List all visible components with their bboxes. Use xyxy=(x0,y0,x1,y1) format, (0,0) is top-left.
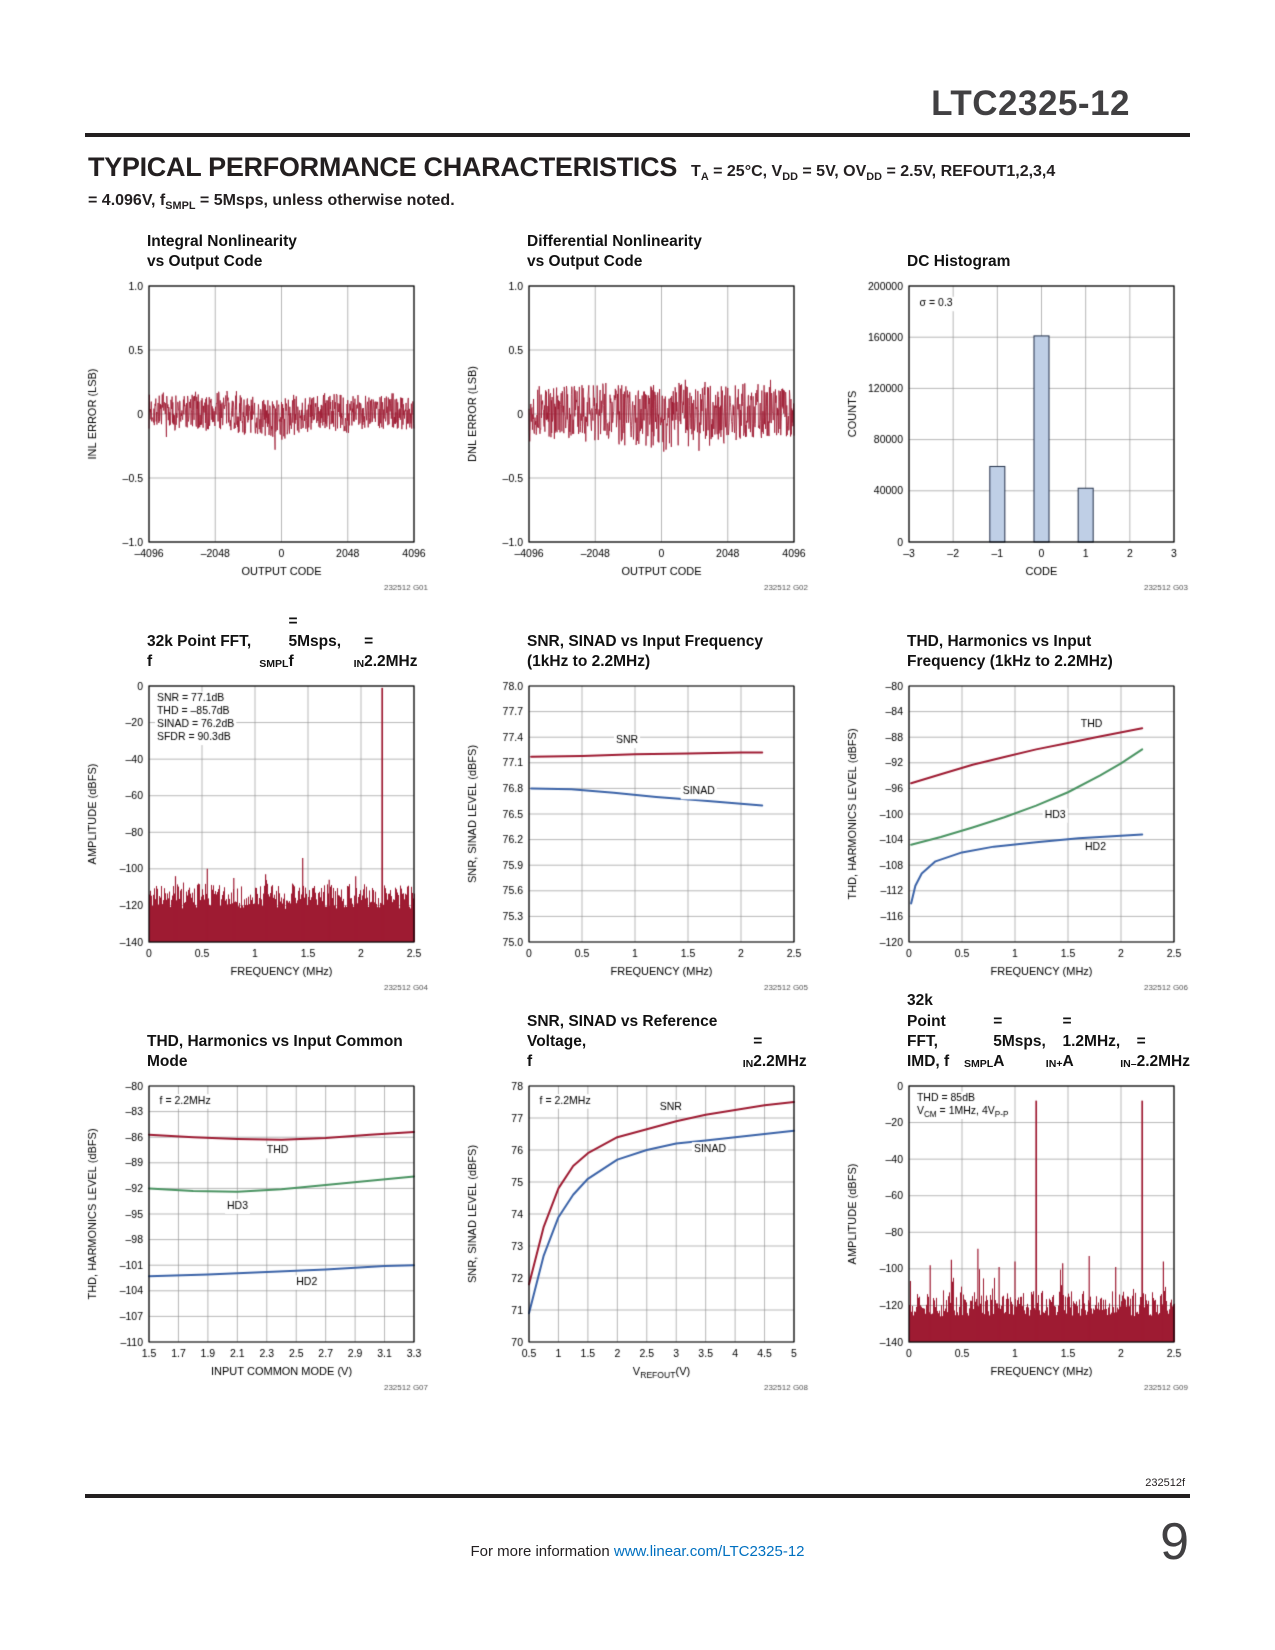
page-number: 9 xyxy=(1160,1513,1189,1571)
chart-canvas-inl xyxy=(85,276,430,604)
chart-canvas-dc-histogram xyxy=(845,276,1190,604)
conditions-line2: = 4.096V, fSMPL = 5Msps, unless otherwis… xyxy=(88,192,455,213)
chart-title-fft-2p2mhz: 32k Point FFT, f SMPL = 5Msps, f IN = 2.2MH… xyxy=(147,612,418,671)
chart-title-thd-harmonics-vs-freq: THD, Harmonics vs Input Frequency (1kHz t… xyxy=(907,632,1113,670)
chart-canvas-thd-harmonics-vs-common-mode xyxy=(85,1076,430,1404)
chart-title-inl: Integral Nonlinearity vs Output Code xyxy=(147,232,297,270)
footer-link[interactable]: www.linear.com/LTC2325-12 xyxy=(613,1543,805,1560)
chart-snr-sinad-vs-freq: SNR, SINAD vs Input Frequency (1kHz to 2.… xyxy=(465,630,810,1004)
bottom-rule xyxy=(85,1494,1190,1498)
chart-canvas-snr-sinad-vs-vref xyxy=(465,1076,810,1404)
chart-title-dnl: Differential Nonlinearity vs Output Code xyxy=(527,232,702,270)
chart-fft-2p2mhz: 32k Point FFT, f SMPL = 5Msps, f IN = 2.2MH… xyxy=(85,612,430,1004)
chart-title-dc-histogram: DC Histogram xyxy=(907,252,1011,270)
chart-thd-harmonics-vs-freq: THD, Harmonics vs Input Frequency (1kHz t… xyxy=(845,630,1190,1004)
chart-title-snr-sinad-vs-freq: SNR, SINAD vs Input Frequency (1kHz to 2.… xyxy=(527,632,763,670)
chart-dnl: Differential Nonlinearity vs Output Code xyxy=(465,230,810,604)
chart-title-fft-imd: 32k Point FFT, IMD, fSMPL = 5Msps,AIN+ =… xyxy=(907,992,1190,1071)
conditions-line1: TA = 25°C, VDD = 5V, OVDD = 2.5V, REFOUT… xyxy=(691,163,1056,184)
doc-code: 232512f xyxy=(1145,1477,1185,1489)
chart-canvas-fft-2p2mhz xyxy=(85,676,430,1004)
chart-fft-imd: 32k Point FFT, IMD, fSMPL = 5Msps,AIN+ =… xyxy=(845,992,1190,1404)
chart-thd-harmonics-vs-common-mode: THD, Harmonics vs Input Common Mode xyxy=(85,1030,430,1404)
chart-canvas-thd-harmonics-vs-freq xyxy=(845,676,1190,1004)
chart-dc-histogram: DC Histogram xyxy=(845,230,1190,604)
section-heading: TYPICAL PERFORMANCE CHARACTERISTICS TA =… xyxy=(88,152,1190,183)
chart-canvas-fft-imd xyxy=(845,1076,1190,1404)
chart-canvas-dnl xyxy=(465,276,810,604)
section-title: TYPICAL PERFORMANCE CHARACTERISTICS xyxy=(88,152,678,182)
chart-snr-sinad-vs-vref: SNR, SINAD vs Reference Voltage, f IN = 2.… xyxy=(465,1012,810,1404)
footer-info: For more information www.linear.com/LTC2… xyxy=(0,1543,1275,1560)
chart-title-thd-harmonics-vs-common-mode: THD, Harmonics vs Input Common Mode xyxy=(147,1032,403,1070)
top-rule xyxy=(85,133,1190,137)
charts-grid: Integral Nonlinearity vs Output Code Diff… xyxy=(85,230,1190,1404)
chart-title-snr-sinad-vs-vref: SNR, SINAD vs Reference Voltage, f IN = 2.… xyxy=(527,1012,807,1071)
chart-canvas-snr-sinad-vs-freq xyxy=(465,676,810,1004)
footer-info-text: For more information xyxy=(470,1543,614,1560)
part-number: LTC2325-12 xyxy=(931,84,1130,123)
chart-inl: Integral Nonlinearity vs Output Code xyxy=(85,230,430,604)
